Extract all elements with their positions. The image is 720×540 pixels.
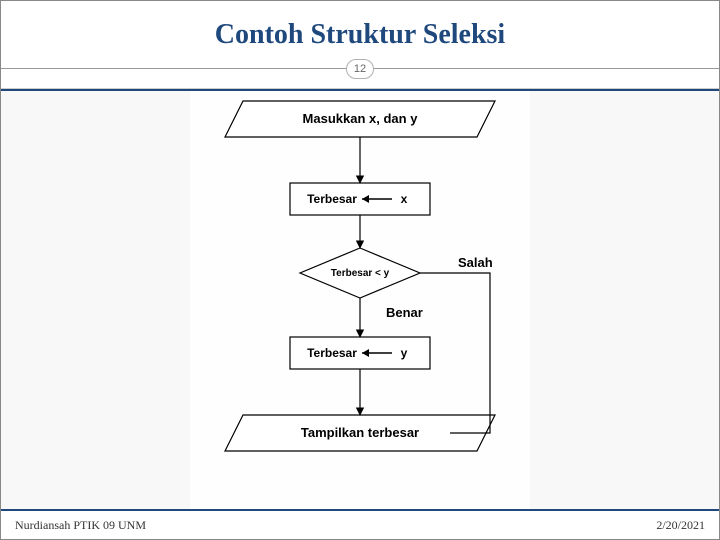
svg-text:Salah: Salah <box>458 255 493 270</box>
page-title: Contoh Struktur Seleksi <box>215 19 505 51</box>
slide: Contoh Struktur Seleksi 12 Masukkan x, d… <box>0 0 720 540</box>
footer-left: Nurdiansah PTIK 09 UNM <box>15 518 146 533</box>
svg-text:Terbesar: Terbesar <box>307 192 357 206</box>
badge-row: 12 <box>1 69 719 89</box>
page-number-badge: 12 <box>346 59 374 79</box>
flowchart-container: Masukkan x, dan y Terbesar x Terbesar < y Te… <box>190 91 530 509</box>
flowchart-svg: Masukkan x, dan y Terbesar x Terbesar < y Te… <box>190 91 530 491</box>
footer-right: 2/20/2021 <box>656 518 705 533</box>
svg-text:y: y <box>401 346 408 360</box>
svg-text:Terbesar < y: Terbesar < y <box>331 268 390 279</box>
footer: Nurdiansah PTIK 09 UNM 2/20/2021 <box>1 511 719 539</box>
svg-text:Terbesar: Terbesar <box>307 346 357 360</box>
svg-text:Tampilkan terbesar: Tampilkan terbesar <box>301 425 419 440</box>
svg-text:x: x <box>401 192 408 206</box>
svg-text:Benar: Benar <box>386 305 423 320</box>
svg-text:Masukkan x, dan y: Masukkan x, dan y <box>303 111 419 126</box>
content-area: Masukkan x, dan y Terbesar x Terbesar < y Te… <box>1 89 719 511</box>
page-number: 12 <box>354 63 366 75</box>
